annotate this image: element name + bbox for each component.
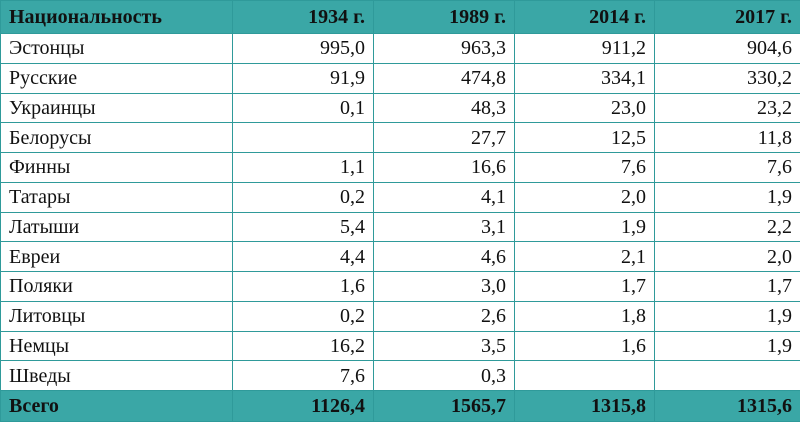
header-2014: 2014 г. [514,0,655,34]
table-row: Немцы 16,2 3,5 1,6 1,9 [0,330,800,362]
header-1934: 1934 г. [232,0,374,34]
value-cell-2017: 23,2 [654,92,800,124]
table-row: Латыши 5,4 3,1 1,9 2,2 [0,211,800,243]
nationality-cell: Белорусы [0,122,233,153]
value-cell-2014: 1,9 [514,211,655,243]
value-cell-1989: 474,8 [373,62,515,94]
value-cell-2014: 334,1 [514,62,655,94]
table-row: Эстонцы 995,0 963,3 911,2 904,6 [0,33,800,64]
value-cell-1934: 16,2 [232,330,374,362]
value-cell-2017: 7,6 [654,152,800,183]
table-row: Евреи 4,4 4,6 2,1 2,0 [0,241,800,272]
value-cell-2017: 11,8 [654,122,800,153]
table-header-row: Национальность 1934 г. 1989 г. 2014 г. 2… [0,0,800,34]
value-cell-2014: 1,6 [514,330,655,362]
total-1934: 1126,4 [232,390,374,422]
table-body: Эстонцы 995,0 963,3 911,2 904,6 Русские 91,9 47… [0,33,800,391]
value-cell-2014: 2,0 [514,181,655,213]
nationality-cell: Украинцы [0,92,233,124]
value-cell-2014: 911,2 [514,33,655,64]
value-cell-1934: 7,6 [232,360,374,391]
table-row: Татары 0,2 4,1 2,0 1,9 [0,181,800,213]
nationality-cell: Эстонцы [0,33,233,64]
header-1989: 1989 г. [373,0,515,34]
value-cell-2014: 7,6 [514,152,655,183]
value-cell-1989: 3,5 [373,330,515,362]
value-cell-2014: 1,7 [514,271,655,302]
value-cell-1989: 3,1 [373,211,515,243]
value-cell-1989: 963,3 [373,33,515,64]
nationality-cell: Поляки [0,271,233,302]
header-2017: 2017 г. [654,0,800,34]
table-row: Шведы 7,6 0,3 [0,360,800,391]
header-nationality: Национальность [0,0,233,34]
value-cell-2014: 12,5 [514,122,655,153]
value-cell-1989: 4,6 [373,241,515,272]
value-cell-2014 [514,360,655,391]
value-cell-2017: 1,7 [654,271,800,302]
total-2014: 1315,8 [514,390,655,422]
nationality-cell: Шведы [0,360,233,391]
table-row: Русские 91,9 474,8 334,1 330,2 [0,62,800,94]
value-cell-2017: 2,2 [654,211,800,243]
total-row: Всего 1126,4 1565,7 1315,8 1315,6 [0,390,800,422]
value-cell-1934: 0,1 [232,92,374,124]
value-cell-1934: 1,6 [232,271,374,302]
value-cell-2017: 1,9 [654,181,800,213]
value-cell-1989: 4,1 [373,181,515,213]
nationality-cell: Немцы [0,330,233,362]
table-row: Литовцы 0,2 2,6 1,8 1,9 [0,300,800,332]
nationality-cell: Русские [0,62,233,94]
value-cell-2017: 1,9 [654,300,800,332]
value-cell-1989: 3,0 [373,271,515,302]
value-cell-1934: 5,4 [232,211,374,243]
value-cell-2014: 2,1 [514,241,655,272]
value-cell-1989: 0,3 [373,360,515,391]
total-label: Всего [0,390,233,422]
total-1989: 1565,7 [373,390,515,422]
nationality-cell: Латыши [0,211,233,243]
nationality-cell: Евреи [0,241,233,272]
nationality-cell: Татары [0,181,233,213]
value-cell-1989: 48,3 [373,92,515,124]
value-cell-1934: 1,1 [232,152,374,183]
value-cell-2017 [654,360,800,391]
value-cell-1934: 0,2 [232,300,374,332]
value-cell-1934: 995,0 [232,33,374,64]
value-cell-2017: 2,0 [654,241,800,272]
table-row: Поляки 1,6 3,0 1,7 1,7 [0,271,800,302]
table-row: Финны 1,1 16,6 7,6 7,6 [0,152,800,183]
value-cell-2017: 330,2 [654,62,800,94]
value-cell-1989: 27,7 [373,122,515,153]
nationality-cell: Литовцы [0,300,233,332]
value-cell-2014: 1,8 [514,300,655,332]
value-cell-1989: 16,6 [373,152,515,183]
value-cell-1934: 91,9 [232,62,374,94]
total-2017: 1315,6 [654,390,800,422]
value-cell-2017: 1,9 [654,330,800,362]
value-cell-1989: 2,6 [373,300,515,332]
value-cell-1934 [232,122,374,153]
value-cell-1934: 0,2 [232,181,374,213]
table-row: Украинцы 0,1 48,3 23,0 23,2 [0,92,800,124]
value-cell-1934: 4,4 [232,241,374,272]
value-cell-2017: 904,6 [654,33,800,64]
value-cell-2014: 23,0 [514,92,655,124]
nationality-cell: Финны [0,152,233,183]
table-row: Белорусы 27,7 12,5 11,8 [0,122,800,153]
